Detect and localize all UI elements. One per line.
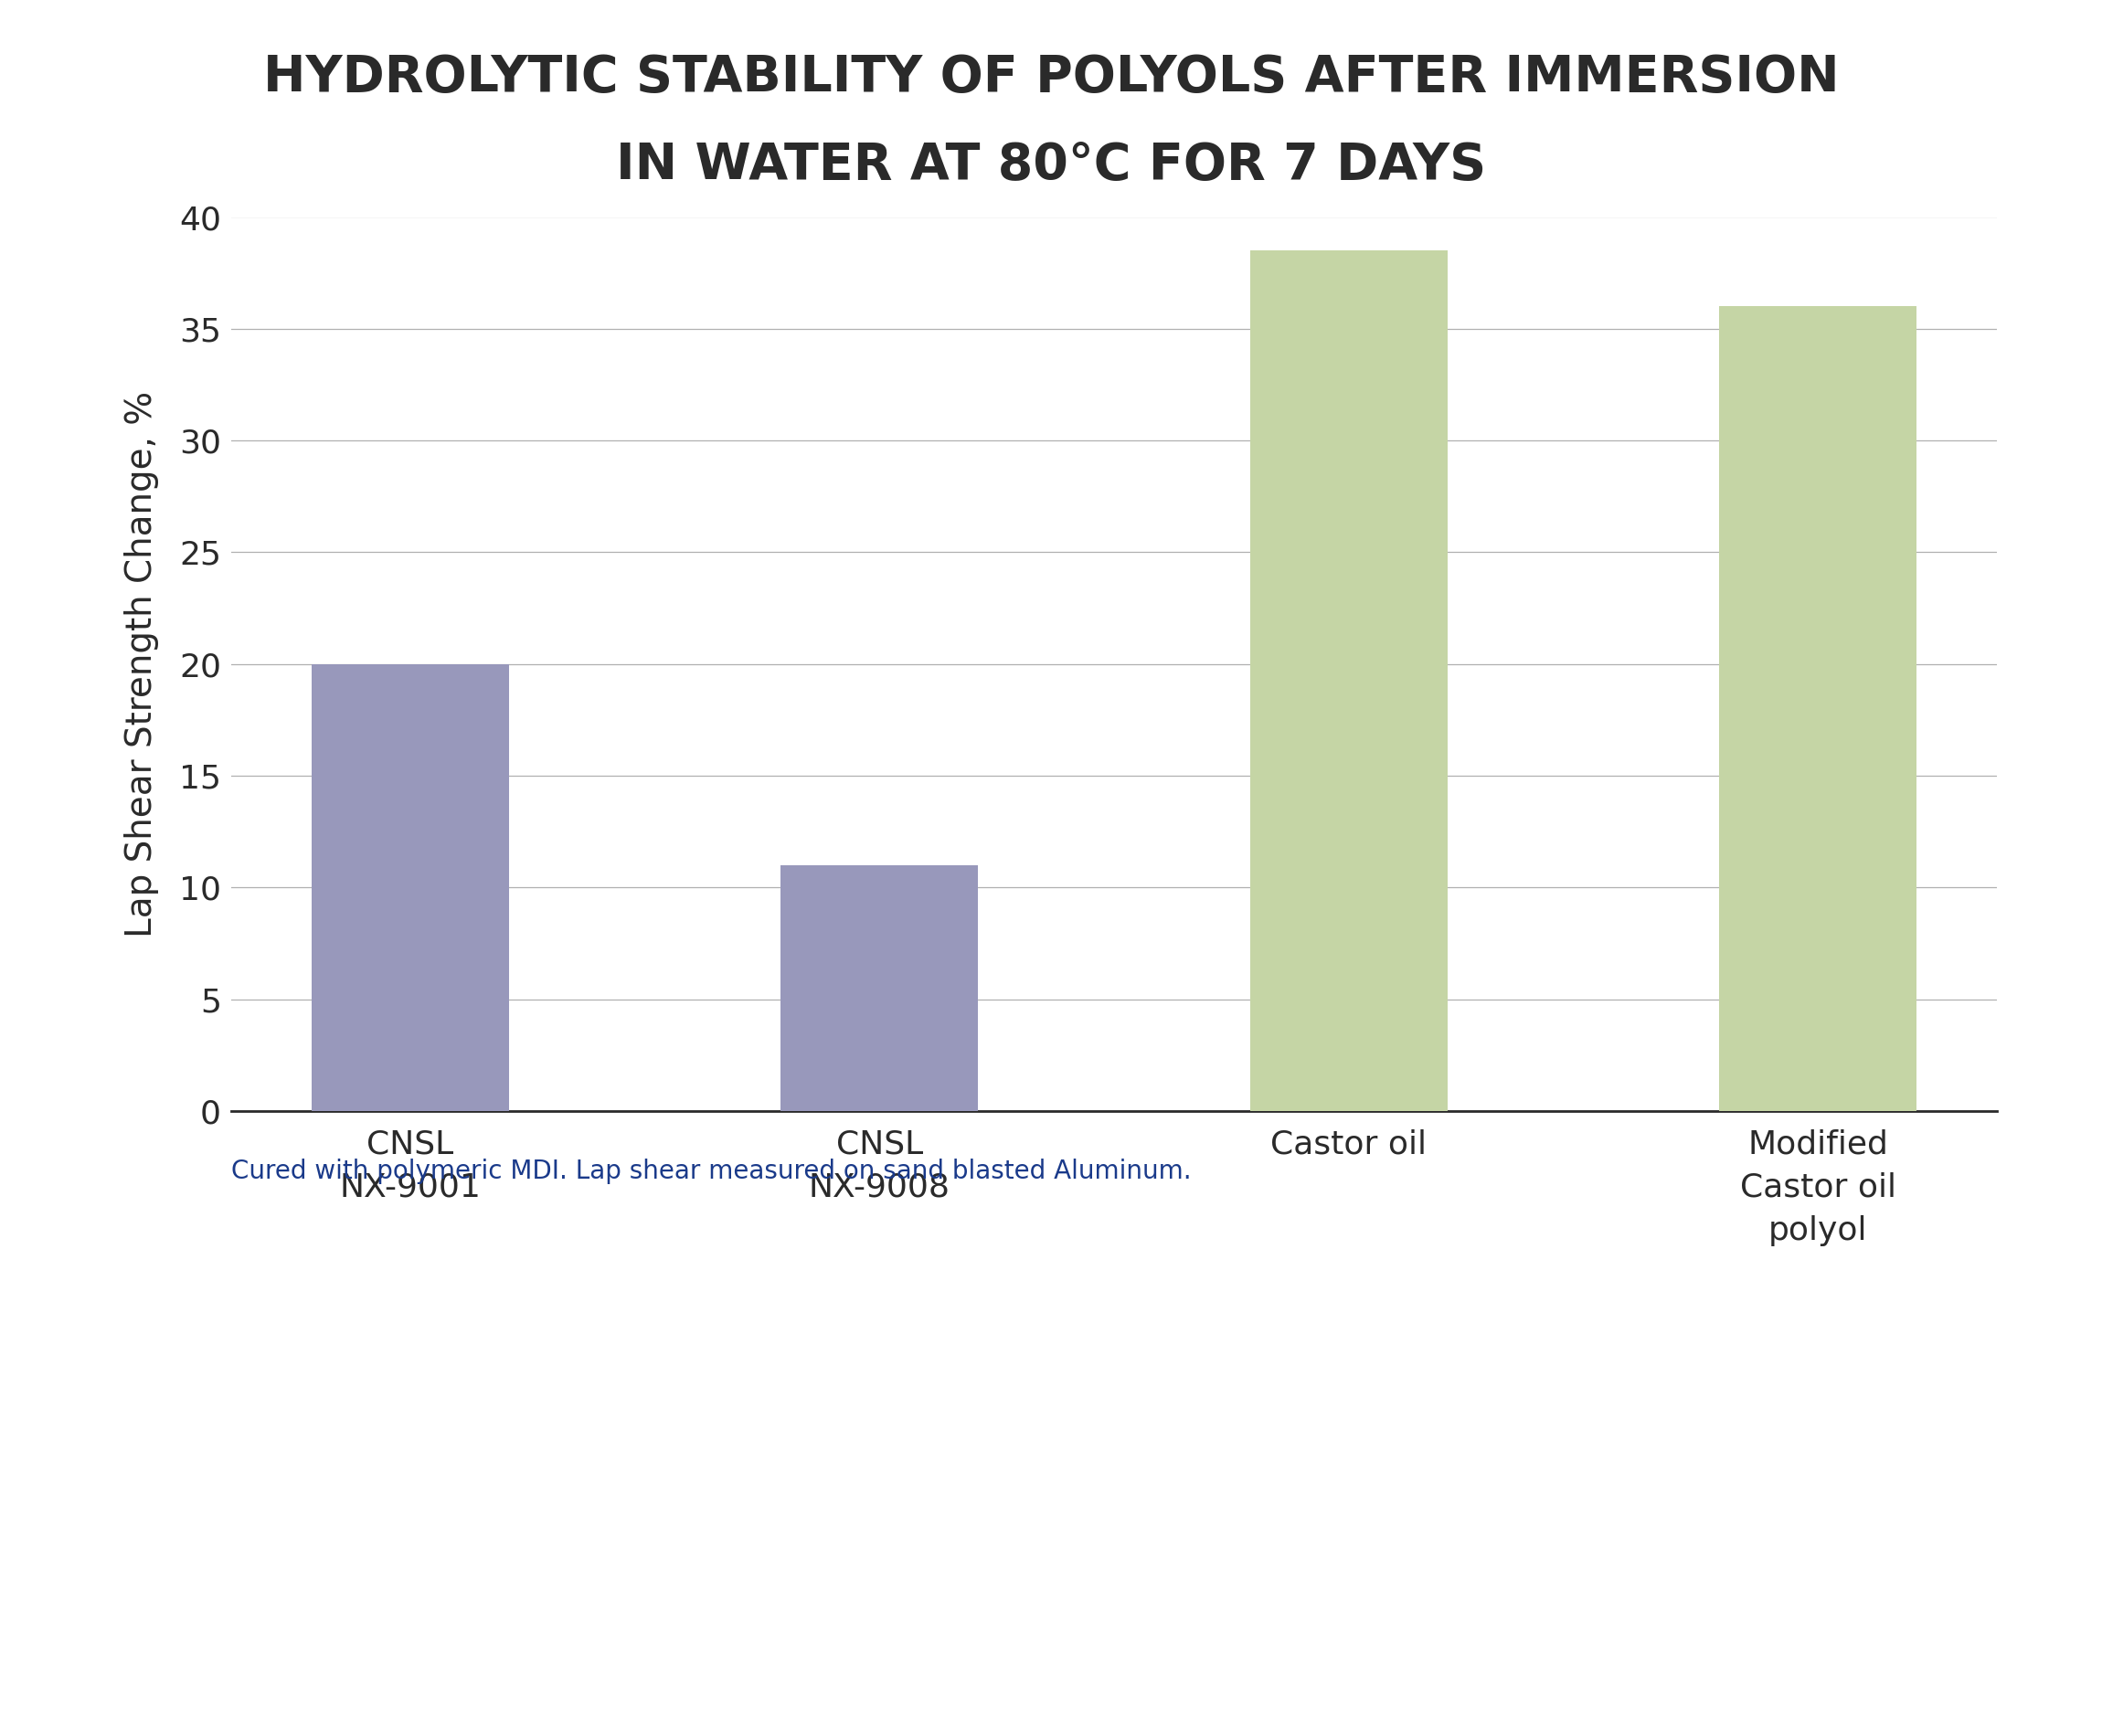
Y-axis label: Lap Shear Strength Change, %: Lap Shear Strength Change, %	[124, 391, 160, 937]
Text: IN WATER AT 80°C FOR 7 DAYS: IN WATER AT 80°C FOR 7 DAYS	[616, 141, 1486, 189]
Text: CNSL polyols offer lower change in lap shear strength
after immersion in hot wat: CNSL polyols offer lower change in lap s…	[431, 1392, 1671, 1550]
Text: Cured with polymeric MDI. Lap shear measured on sand blasted Aluminum.: Cured with polymeric MDI. Lap shear meas…	[231, 1160, 1192, 1184]
Bar	[1251, 250, 1448, 1111]
Bar	[311, 665, 509, 1111]
Text: HYDROLYTIC STABILITY OF POLYOLS AFTER IMMERSION: HYDROLYTIC STABILITY OF POLYOLS AFTER IM…	[263, 54, 1839, 102]
Bar	[780, 865, 977, 1111]
Bar	[1719, 306, 1917, 1111]
